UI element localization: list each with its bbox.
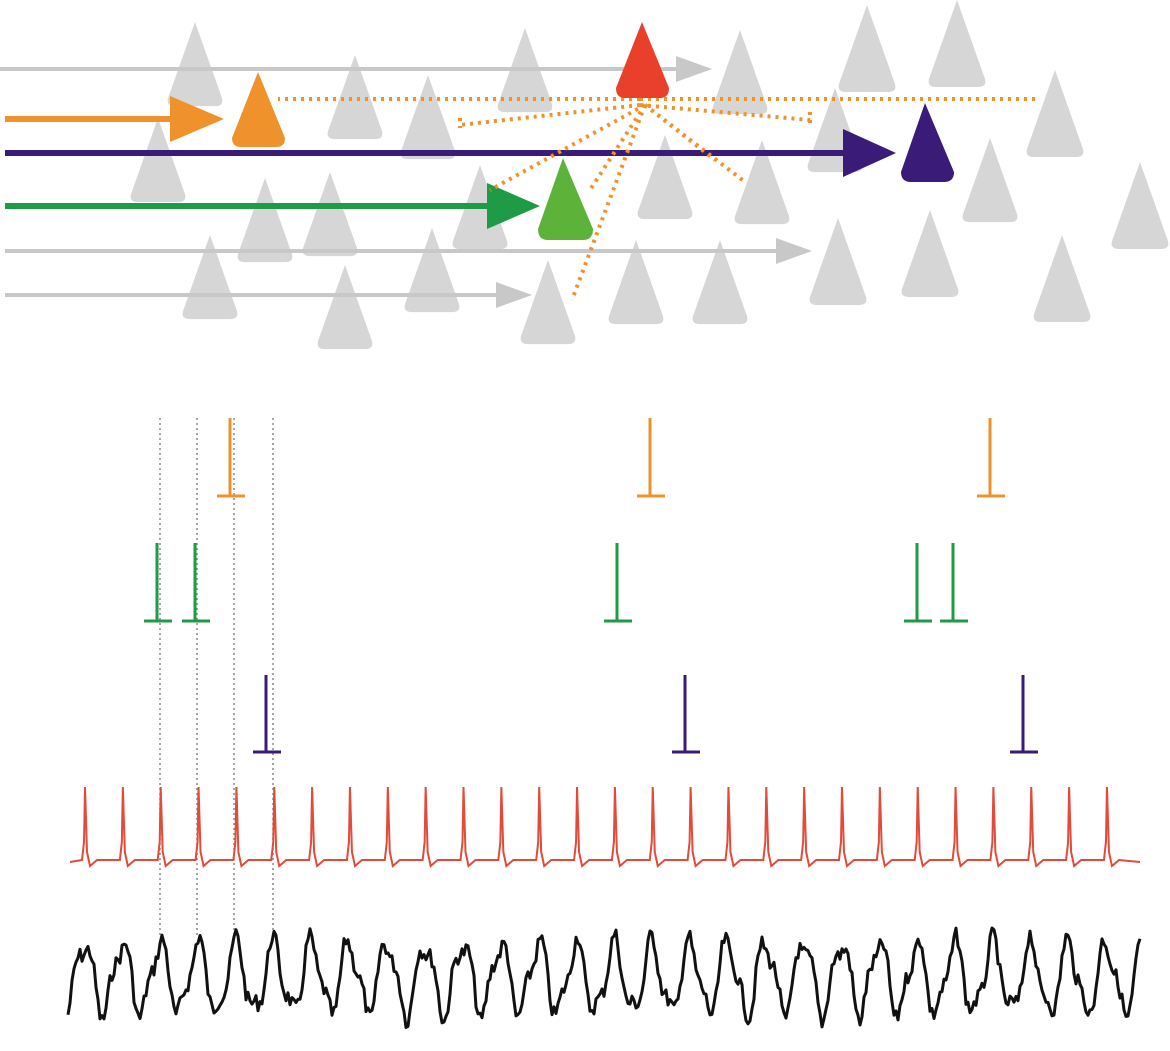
gray-neuron [237, 178, 293, 263]
gray-neuron [712, 30, 768, 115]
gray-neuron [400, 75, 456, 160]
gray-input-arrows [0, 56, 812, 308]
gray-neuron [734, 140, 790, 225]
green-input-arrow [5, 183, 540, 229]
green-spike [604, 543, 632, 623]
gray-neuron [928, 0, 986, 87]
gray-neuron [901, 210, 959, 297]
lfp-trace [66, 926, 1142, 1029]
green-neuron [538, 158, 593, 240]
gray-neuron [692, 240, 748, 325]
red-neuron-projections [278, 97, 1035, 301]
background-neurons [130, 0, 1169, 350]
gray-neuron [327, 55, 383, 140]
purple-spike [672, 675, 700, 754]
orange-neuron [232, 72, 285, 147]
gray-neuron [302, 172, 358, 257]
purple-neuron [901, 103, 954, 182]
gray-arrow-bottom [5, 282, 532, 308]
gray-arrow-top [0, 56, 712, 82]
gray-neuron [1026, 70, 1084, 157]
timing-guides [159, 418, 274, 935]
purple-spike [253, 675, 281, 754]
gray-neuron [962, 138, 1018, 223]
green-spike [904, 543, 932, 623]
gray-arrow-middle [5, 238, 812, 264]
green-spike [144, 543, 172, 623]
red-neuron-trace [69, 786, 1141, 868]
gray-neuron [637, 135, 693, 220]
orange-input-arrow [5, 96, 224, 142]
gray-neuron [182, 235, 238, 320]
purple-spike [1010, 675, 1038, 754]
red-neuron [616, 22, 669, 98]
gray-neuron [404, 228, 460, 313]
gray-neuron [838, 5, 896, 92]
gray-neuron [167, 22, 223, 107]
gray-neuron [317, 265, 373, 350]
orange-spike [217, 418, 245, 498]
gray-neuron [608, 240, 664, 325]
gray-neuron [809, 218, 867, 305]
gray-neuron [130, 118, 186, 203]
green-spike [182, 543, 210, 623]
spike-rasters [144, 418, 1038, 754]
gray-neuron [1033, 235, 1091, 322]
orange-spike [977, 418, 1005, 498]
green-spike [940, 543, 968, 623]
gray-neuron [520, 260, 576, 345]
gray-neuron [1111, 162, 1169, 249]
orange-spike [637, 418, 665, 498]
